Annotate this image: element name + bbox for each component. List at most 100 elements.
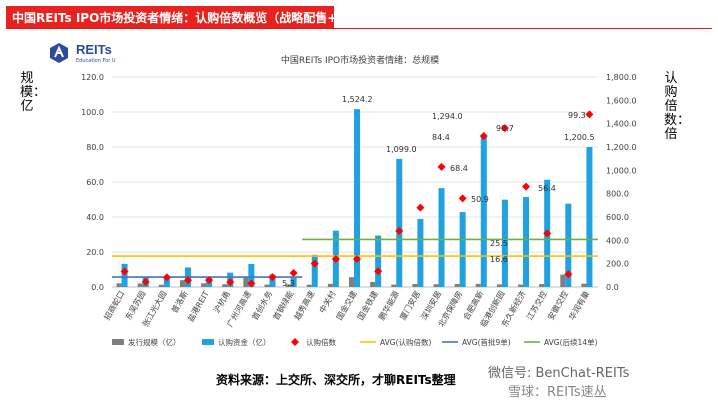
multiple-point	[543, 229, 552, 238]
scale-bar	[433, 284, 439, 287]
category-label: 首钢绿能	[271, 289, 296, 322]
subscription-bar	[163, 276, 170, 287]
scale-bar	[306, 284, 312, 287]
multiple-point	[395, 227, 404, 235]
data-label: 90.7	[496, 124, 514, 133]
left-tick-label: 20.0	[86, 248, 104, 257]
multiple-point	[437, 162, 446, 171]
logo-tagline: Education For U	[76, 58, 116, 64]
category-label: 首创水务	[250, 289, 275, 322]
scale-bar	[391, 284, 397, 287]
legend: 发行规模（亿） 认购资金（亿） 认购倍数 AVG(认购倍数) AVG(首批9单) AVG(…	[112, 337, 598, 347]
subscription-bar	[290, 277, 297, 287]
data-label: 16.6	[490, 255, 508, 264]
source-note: 资料来源：上交所、深交所，才聊REITs整理	[216, 373, 456, 387]
right-tick-label: 1,400.0	[606, 120, 637, 129]
scale-bar	[264, 284, 270, 287]
legend-swatch	[202, 339, 214, 345]
subscription-bar	[248, 263, 255, 287]
scale-bar	[285, 284, 291, 287]
legend-label: AVG(首批9单)	[462, 337, 511, 347]
category-label: 安徽交控	[545, 289, 570, 322]
title-rule	[6, 28, 712, 29]
right-tick-label: 400.0	[606, 236, 629, 245]
left-tick-label: 100.0	[81, 108, 104, 117]
legend-swatch	[112, 339, 124, 345]
scale-bar	[327, 283, 333, 287]
multiple-point	[353, 255, 361, 263]
multiple-point	[141, 277, 150, 286]
subscription-bar	[354, 109, 360, 287]
legend-label: 认购资金（亿）	[218, 337, 271, 347]
data-label: 50.9	[471, 195, 489, 204]
right-axis-ticks: 0.0 200.0 400.0 600.0 800.0 1,000.0 1,200.0 1,4…	[606, 73, 637, 292]
multiple-point	[120, 267, 129, 276]
scale-bar	[349, 277, 354, 287]
data-label: 25.5	[490, 239, 508, 248]
category-label: 华润有巢	[567, 289, 592, 322]
subscription-bar	[565, 203, 572, 287]
data-label: 1,294.0	[432, 112, 463, 121]
scale-bar	[201, 283, 207, 287]
category-label: 普洛斯	[169, 289, 190, 315]
data-label: 56.4	[538, 184, 556, 193]
left-tick-label: 60.0	[86, 178, 104, 187]
legend-label: 认购倍数	[306, 337, 336, 347]
logo-name: REITs	[76, 42, 112, 57]
subscription-bar	[459, 212, 466, 287]
scale-bar	[560, 274, 566, 287]
multiple-point	[162, 273, 171, 282]
multiple-point	[205, 276, 214, 285]
scale-bar	[243, 277, 249, 287]
scale-bar	[370, 281, 376, 287]
category-label: 东吴苏园	[123, 289, 148, 322]
chart-title: 中国REITs IPO市场投资者情绪：总规模	[281, 54, 439, 66]
scale-bar	[496, 284, 502, 287]
multiple-point	[289, 269, 298, 277]
right-tick-label: 1,000.0	[606, 166, 637, 175]
subscription-bar	[396, 158, 403, 287]
multiple-point	[183, 276, 192, 285]
title-bar	[6, 6, 334, 28]
category-label: 国金铁建	[355, 289, 380, 322]
category-label: 合肥高新	[461, 289, 486, 322]
subscription-bar	[480, 135, 487, 287]
multiple-point	[564, 270, 573, 279]
scale-bar	[518, 284, 524, 287]
multiple-point	[374, 267, 383, 276]
legend-label: AVG(认购倍数)	[380, 337, 432, 347]
wechat-id: 微信号: BenChat-REITs	[488, 366, 630, 381]
category-label: 厦门安居	[397, 289, 422, 322]
category-label: 鹏华能源	[376, 289, 401, 322]
data-label: 68.4	[450, 164, 468, 173]
watermark-text: 雪球：REITs速丛	[508, 385, 607, 400]
scale-bar	[222, 284, 228, 287]
multiple-point	[416, 203, 425, 212]
scale-bar	[539, 284, 545, 287]
legend-swatch	[291, 338, 299, 346]
multiple-point	[479, 132, 488, 141]
scale-bar	[412, 284, 418, 287]
right-tick-label: 800.0	[606, 190, 629, 199]
scale-bar	[158, 284, 164, 287]
reits-logo-icon	[50, 43, 68, 63]
multiple-point	[226, 278, 235, 287]
data-label: 84.4	[432, 133, 450, 142]
multiple-point	[585, 110, 594, 119]
left-tick-label: 120.0	[81, 73, 104, 82]
category-label: 沪杭甬	[211, 289, 232, 315]
scale-bar	[454, 284, 460, 287]
data-label: 1,524.2	[342, 95, 373, 104]
subscription-bar	[311, 254, 318, 287]
data-label: 5.3	[282, 279, 295, 288]
category-label: 越秀高速	[292, 289, 317, 322]
right-tick-label: 600.0	[606, 213, 629, 222]
category-label: 国金交建	[334, 289, 359, 322]
right-tick-label: 1,200.0	[606, 143, 637, 152]
scale-bar	[137, 283, 143, 287]
multiple-points	[120, 110, 594, 288]
page-title: 中国REITs IPO市场投资者情绪：认购倍数概览（战略配售+公开发售）	[12, 11, 398, 25]
multiple-point	[247, 279, 256, 288]
